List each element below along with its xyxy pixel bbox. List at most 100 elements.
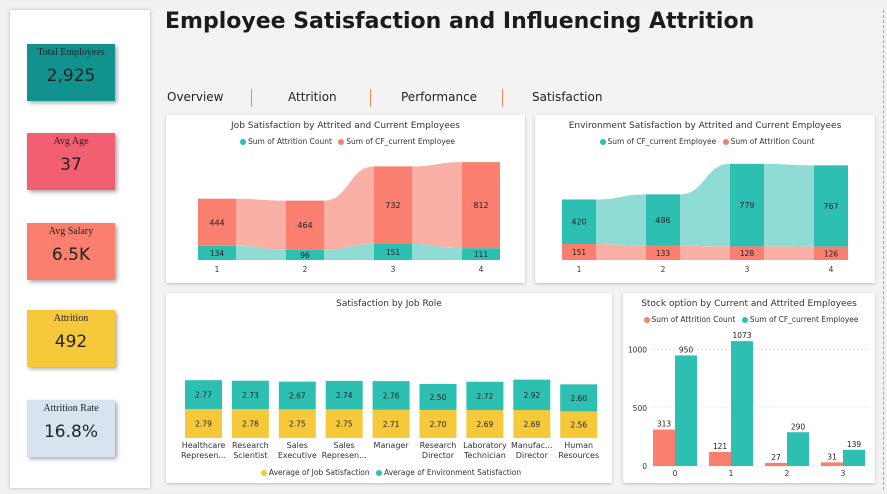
legend-label: Sum of CF_current Employee — [346, 137, 455, 146]
bar-current — [730, 163, 764, 247]
x-tick-label: Director — [422, 451, 455, 460]
ribbon-current — [680, 163, 730, 247]
data-label: 2.70 — [430, 420, 447, 429]
bar-current — [787, 432, 809, 466]
tab-overview[interactable]: Overview — [167, 90, 224, 104]
legend-label: Sum of Attrition Count — [651, 315, 736, 324]
legend-label: Sum of CF_current Employee — [607, 137, 717, 146]
bar-current — [462, 162, 500, 249]
ribbon-attrition — [324, 243, 374, 260]
kpi-value: 492 — [54, 332, 88, 352]
ribbon-attrition — [236, 245, 286, 260]
data-label: 2.72 — [477, 392, 494, 401]
bar-current — [843, 449, 865, 466]
x-tick-label: Laboratory — [463, 441, 507, 450]
x-tick-label: 3 — [841, 469, 846, 478]
bar-job-satisfaction — [231, 409, 269, 438]
bar-attrition — [814, 246, 848, 260]
x-tick-label: Sales — [334, 441, 355, 450]
y-tick-label: 500 — [633, 404, 648, 413]
data-label: 126 — [824, 249, 839, 258]
chart-legend: Sum of Attrition Count Sum of CF_current… — [623, 315, 875, 324]
x-tick-label: 1 — [577, 265, 582, 274]
kpi-label: Attrition Rate — [43, 403, 99, 414]
bar-attrition — [286, 249, 324, 260]
legend-dot — [338, 139, 345, 145]
kpi-value: 37 — [60, 155, 82, 175]
data-label: 2.77 — [195, 391, 212, 400]
bar-attrition — [653, 429, 675, 466]
x-tick-label: Executive — [278, 451, 317, 460]
bar-environment-satisfaction — [560, 384, 598, 412]
data-label: 2.76 — [383, 391, 400, 400]
environment-satisfaction-ribbon-chart: 420 151 1 486 133 2 779 128 3 767 126 4 — [562, 163, 848, 274]
bar-job-satisfaction — [185, 408, 222, 438]
tab-attrition[interactable]: Attrition — [288, 90, 337, 104]
x-tick-label: 2 — [785, 469, 790, 478]
data-label: 950 — [679, 345, 694, 354]
bar-environment-satisfaction — [325, 380, 363, 410]
data-label: 2.50 — [430, 393, 447, 402]
bar-current — [731, 341, 753, 466]
data-label: 96 — [300, 251, 310, 260]
data-label: 121 — [713, 442, 728, 451]
tab-separator — [251, 89, 252, 107]
legend-label: Sum of Attrition Count — [248, 137, 332, 146]
bar-job-satisfaction — [466, 410, 504, 438]
data-label: 31 — [827, 452, 837, 461]
chart-legend: Sum of CF_current Employee Sum of Attrit… — [535, 137, 875, 146]
data-label: 486 — [655, 216, 670, 225]
tab-separator — [502, 89, 503, 107]
environment-satisfaction-card: Environment Satisfaction by Attrited and… — [535, 115, 875, 283]
y-tick-label: 1000 — [628, 346, 647, 355]
x-tick-label: 3 — [745, 265, 750, 274]
data-label: 2.71 — [383, 420, 400, 429]
x-tick-label: Sales — [287, 441, 308, 450]
data-label: 1073 — [732, 331, 751, 340]
page-title: Employee Satisfaction and Influencing At… — [165, 9, 755, 34]
ribbon-attrition — [412, 243, 462, 260]
data-label: 2.67 — [289, 392, 306, 401]
bar-job-satisfaction — [419, 409, 457, 438]
x-tick-label: Technician — [463, 451, 506, 460]
kpi-avg-salary: Avg Salary 6.5K — [27, 223, 115, 280]
kpi-label: Attrition — [53, 313, 89, 324]
data-label: 2.92 — [523, 391, 540, 400]
kpi-value: 2,925 — [46, 66, 96, 86]
x-tick-label: 1 — [729, 469, 734, 478]
chart-legend: Average of Job Satisfaction Average of E… — [166, 468, 612, 477]
data-label: 732 — [385, 201, 400, 210]
ribbon-current — [236, 198, 286, 250]
data-label: 2.75 — [336, 420, 353, 429]
bar-job-satisfaction — [278, 409, 316, 438]
data-label: 134 — [210, 249, 225, 258]
bar-environment-satisfaction — [185, 380, 222, 409]
job-role-satisfaction-card: Satisfaction by Job Role 2.79 2.77 Healthc… — [166, 293, 612, 483]
ribbon-attrition — [680, 245, 730, 260]
x-tick-label: 0 — [673, 469, 678, 478]
legend-label: Average of Environment Satisfaction — [384, 468, 522, 477]
kpi-value: 6.5K — [51, 245, 91, 265]
data-label: 767 — [823, 202, 838, 211]
x-tick-label: Healthcare — [182, 441, 226, 450]
tab-satisfaction[interactable]: Satisfaction — [532, 90, 603, 104]
legend-dot — [722, 139, 729, 145]
data-label: 2.75 — [289, 420, 306, 429]
x-tick-label: Represen... — [322, 451, 367, 460]
data-label: 128 — [740, 249, 755, 258]
data-label: 2.69 — [523, 420, 540, 429]
legend-dot — [599, 139, 606, 145]
bar-environment-satisfaction — [419, 383, 457, 410]
bar-current — [814, 165, 848, 247]
bar-current — [198, 198, 236, 246]
bar-current — [562, 199, 596, 244]
ribbon-attrition — [764, 246, 814, 260]
kpi-value: 16.8% — [43, 422, 98, 442]
data-label: 2.79 — [195, 419, 212, 428]
job-satisfaction-card: Job Satisfaction by Attrited and Current… — [166, 115, 525, 283]
data-label: 812 — [473, 201, 488, 210]
kpi-attrition: Attrition 492 — [27, 310, 115, 367]
tab-performance[interactable]: Performance — [401, 90, 478, 104]
bar-attrition — [462, 248, 500, 260]
